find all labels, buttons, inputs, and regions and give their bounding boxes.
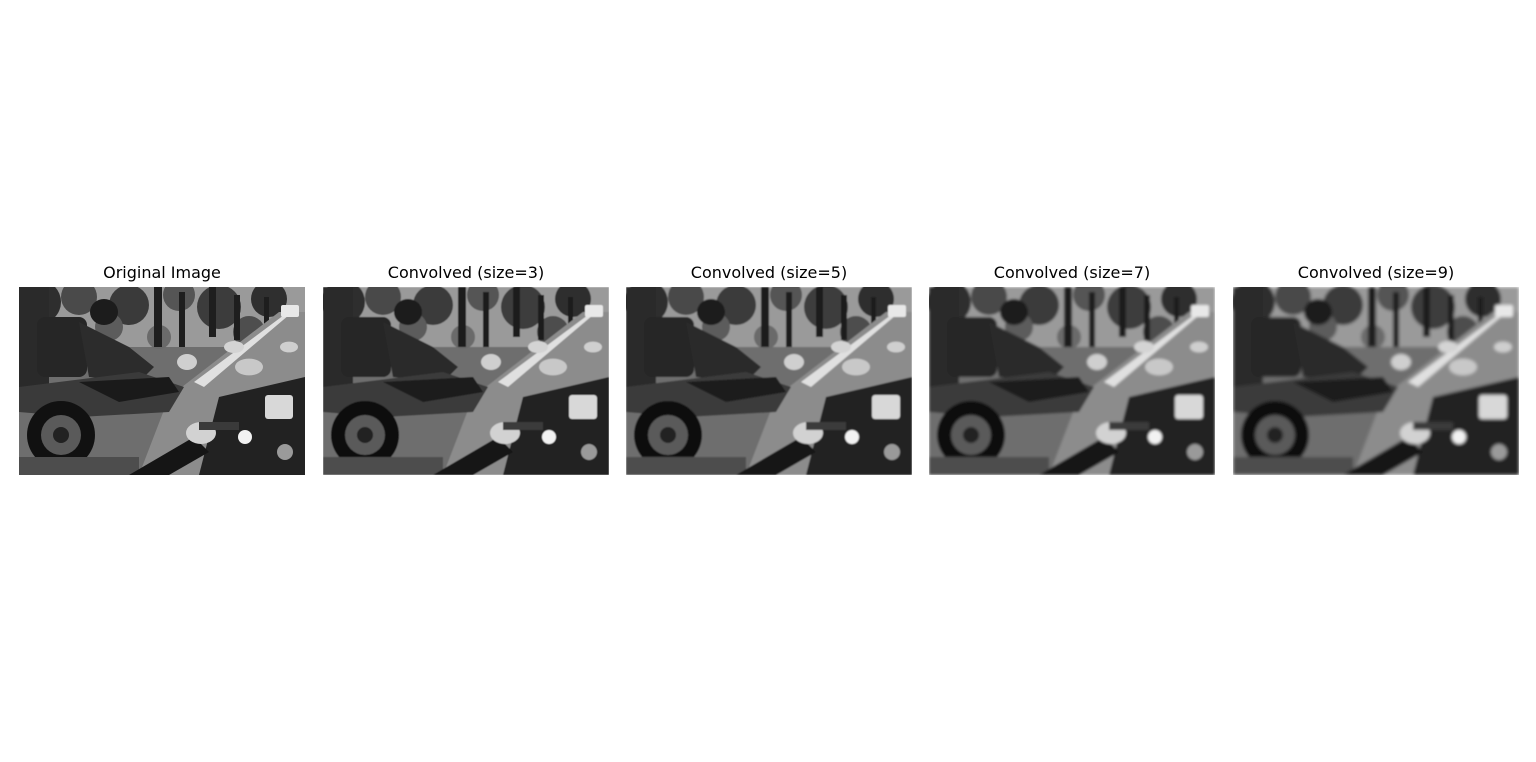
- panel-convolved-9: Convolved (size=9): [1233, 262, 1519, 475]
- image-convolved-7: [929, 287, 1215, 475]
- image-original: [19, 287, 305, 475]
- image-convolved-5: [626, 287, 912, 475]
- panel-title: Convolved (size=5): [690, 263, 848, 282]
- panel-title: Convolved (size=7): [993, 263, 1151, 282]
- panel-convolved-3: Convolved (size=3): [323, 262, 609, 475]
- panel-original: Original Image: [19, 262, 305, 475]
- image-convolved-9: [1233, 287, 1519, 475]
- image-convolved-3: [323, 287, 609, 475]
- panel-convolved-7: Convolved (size=7): [929, 262, 1215, 475]
- panel-title: Convolved (size=3): [387, 263, 545, 282]
- panel-title: Original Image: [103, 263, 221, 282]
- panel-title: Convolved (size=9): [1297, 263, 1455, 282]
- panel-convolved-5: Convolved (size=5): [626, 262, 912, 475]
